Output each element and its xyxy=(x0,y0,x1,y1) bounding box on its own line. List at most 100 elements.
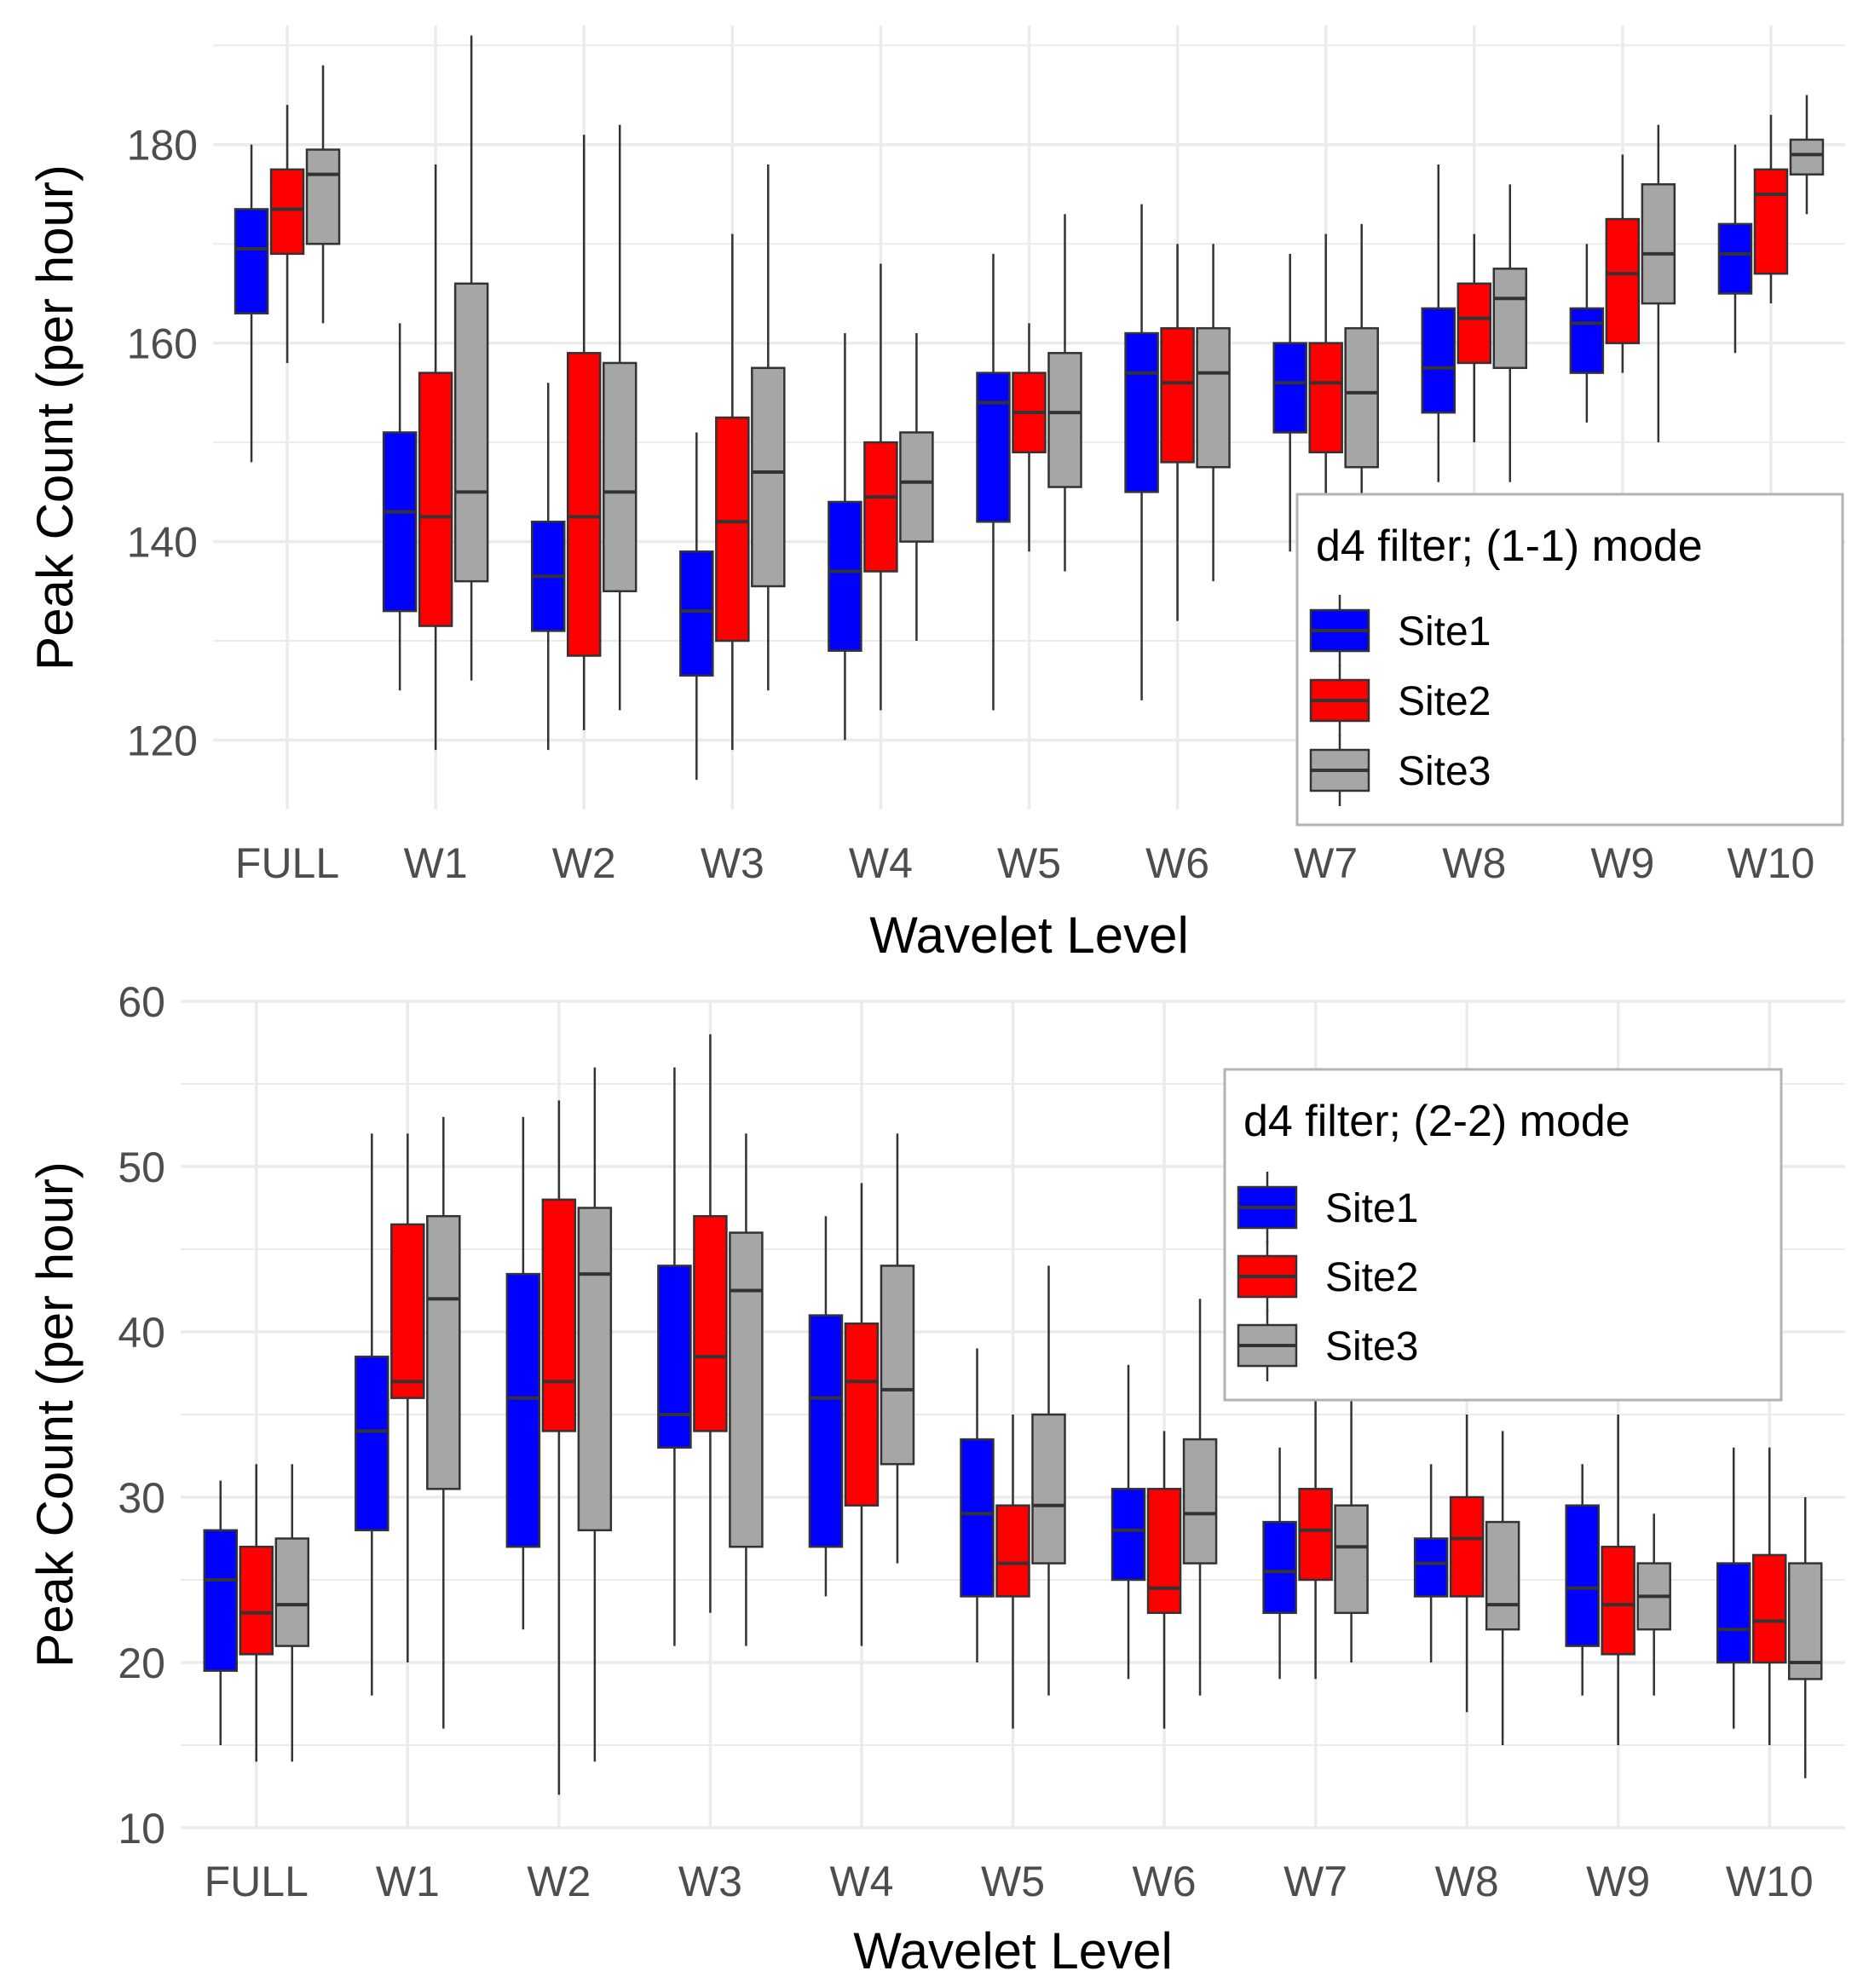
x-tick-label: W6 xyxy=(1145,839,1209,887)
box-site1-w9 xyxy=(1565,1464,1600,1696)
x-tick-label: FULL xyxy=(235,839,339,887)
box-body xyxy=(1124,331,1159,493)
box-body xyxy=(715,416,750,642)
x-tick-label: W8 xyxy=(1442,839,1506,887)
box-site2-w3 xyxy=(693,1034,728,1613)
box-site2-w1 xyxy=(390,1133,425,1662)
box-body xyxy=(1262,1520,1297,1615)
box-site1-full xyxy=(203,1480,239,1745)
box-body xyxy=(1421,307,1457,414)
y-tick-label: 10 xyxy=(118,1805,165,1853)
box-body xyxy=(808,1314,844,1548)
x-axis-ticks: FULL W1 W2 W3 W4 W5 W6 W7 W8 W9 W10 xyxy=(205,1858,1814,1905)
x-tick-label: W1 xyxy=(404,839,468,887)
legend-item-site3: Site3 xyxy=(1309,735,1491,806)
box-site2-w1 xyxy=(418,164,453,751)
box-site1-full xyxy=(234,144,269,463)
legend: d4 filter; (2-2) mode Site1 Site2 Site3 xyxy=(1223,1068,1783,1402)
box-site2-w5 xyxy=(995,1415,1030,1729)
box-site3-w4 xyxy=(899,333,934,642)
box-site2-w4 xyxy=(844,1183,880,1646)
box-site2-w9 xyxy=(1605,154,1641,373)
box-site1-w8 xyxy=(1421,164,1457,482)
box-body xyxy=(1344,326,1379,469)
box-body xyxy=(657,1265,692,1449)
box-site1-w5 xyxy=(960,1348,995,1662)
box-body xyxy=(1753,168,1789,275)
box-body xyxy=(751,366,786,588)
x-tick-label: W3 xyxy=(701,839,764,887)
x-axis-ticks: FULL W1 W2 W3 W4 W5 W6 W7 W8 W9 W10 xyxy=(235,839,1814,887)
boxplots xyxy=(234,35,1825,781)
box-site2-w8 xyxy=(1457,233,1492,443)
box-site2-w2 xyxy=(541,1100,577,1795)
box-body xyxy=(541,1198,577,1432)
legend-title: d4 filter; (1-1) mode xyxy=(1316,521,1703,571)
box-body xyxy=(1787,1562,1823,1680)
box-body xyxy=(960,1438,995,1598)
x-tick-label: W7 xyxy=(1294,839,1358,887)
box-body xyxy=(1641,183,1676,305)
box-site2-w10 xyxy=(1751,1447,1787,1745)
x-tick-label: W6 xyxy=(1133,1858,1197,1905)
y-tick-label: 50 xyxy=(118,1144,165,1191)
legend-item-site1: Site1 xyxy=(1309,595,1491,666)
box-body xyxy=(566,352,602,657)
box-site3-w3 xyxy=(729,1133,764,1646)
box-body xyxy=(1569,307,1605,374)
x-tick-label: W3 xyxy=(678,1858,742,1905)
x-tick-label: W9 xyxy=(1590,839,1654,887)
box-site3-full xyxy=(305,65,341,324)
box-site2-w6 xyxy=(1160,244,1195,621)
y-tick-label: 20 xyxy=(118,1639,165,1687)
box-body xyxy=(1751,1553,1787,1664)
series-site3 xyxy=(274,1067,1823,1778)
box-site1-w3 xyxy=(657,1067,692,1646)
box-body xyxy=(844,1322,880,1507)
y-tick-label: 30 xyxy=(118,1474,165,1522)
box-site2-w10 xyxy=(1753,114,1789,304)
box-body xyxy=(1492,268,1528,370)
box-site3-w6 xyxy=(1196,244,1231,582)
legend-label: Site2 xyxy=(1325,1255,1418,1300)
series-site2 xyxy=(269,105,1789,751)
box-site1-w6 xyxy=(1124,204,1159,700)
x-tick-label: W4 xyxy=(849,839,913,887)
legend-label: Site2 xyxy=(1398,679,1491,724)
x-tick-label: W2 xyxy=(552,839,616,887)
box-site2-w4 xyxy=(863,263,898,711)
box-site1-w9 xyxy=(1569,244,1605,423)
box-body xyxy=(1031,1413,1066,1564)
legend-label: Site1 xyxy=(1325,1186,1418,1231)
box-site2-w9 xyxy=(1601,1415,1635,1745)
x-tick-label: W4 xyxy=(829,1858,893,1905)
y-tick-label: 40 xyxy=(118,1309,165,1357)
box-site3-w10 xyxy=(1787,1497,1823,1778)
x-tick-label: FULL xyxy=(205,1858,309,1905)
box-body xyxy=(1789,138,1825,176)
box-body xyxy=(1047,352,1082,488)
box-site3-w9 xyxy=(1636,1513,1671,1696)
legend-item-site1: Site1 xyxy=(1237,1172,1418,1243)
x-axis-title: Wavelet Level xyxy=(869,907,1189,964)
box-site1-w10 xyxy=(1717,144,1753,354)
box-body xyxy=(1272,342,1307,434)
box-site1-w6 xyxy=(1110,1364,1146,1680)
box-site3-w9 xyxy=(1641,124,1676,443)
legend-label: Site3 xyxy=(1398,749,1491,794)
box-body xyxy=(1110,1488,1146,1582)
box-body xyxy=(995,1504,1030,1598)
box-body xyxy=(693,1214,728,1432)
box-body xyxy=(1717,222,1753,295)
box-body xyxy=(880,1265,915,1466)
box-body xyxy=(390,1223,425,1399)
box-body xyxy=(679,550,714,677)
legend-box xyxy=(1295,493,1844,827)
box-body xyxy=(355,1355,389,1532)
box-site1-w4 xyxy=(828,333,862,740)
box-site2-full xyxy=(269,105,305,363)
y-tick-label: 60 xyxy=(118,978,165,1026)
box-body xyxy=(729,1231,764,1548)
